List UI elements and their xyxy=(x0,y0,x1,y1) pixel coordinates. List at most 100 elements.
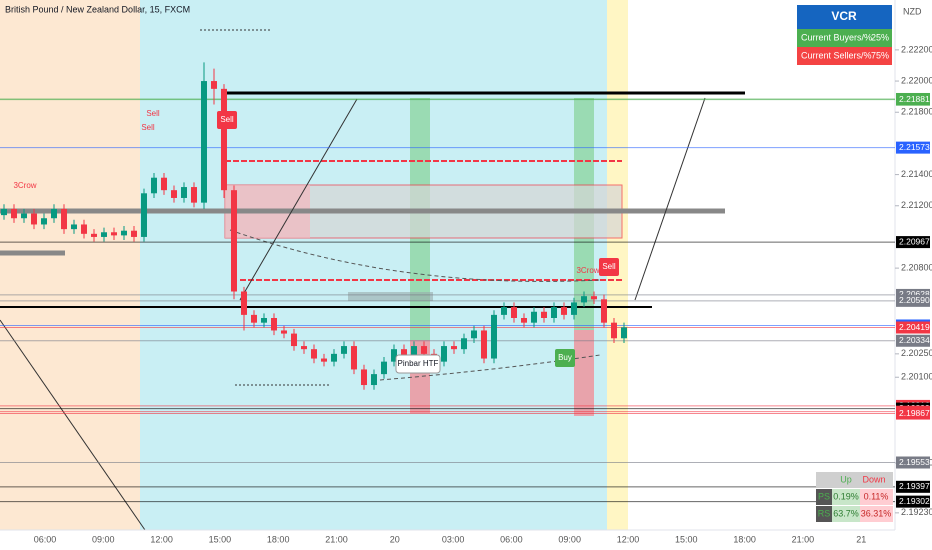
y-tick-label: 2.21400 xyxy=(901,169,932,179)
level-box xyxy=(348,292,433,301)
y-tick-label: 2.20250 xyxy=(901,348,932,358)
y-tick-label: 2.20800 xyxy=(901,262,932,272)
price-badge-label: 2.20334 xyxy=(899,335,930,345)
candle-body xyxy=(31,213,37,225)
candle-body xyxy=(51,208,57,219)
candle-body xyxy=(111,232,117,236)
table-cell-bg xyxy=(860,506,893,522)
candle-body xyxy=(491,314,497,359)
candle-body xyxy=(471,330,477,339)
table-cell: Up xyxy=(840,474,852,484)
price-badge-label: 2.20967 xyxy=(899,236,930,246)
price-badge xyxy=(896,480,930,493)
candle-body xyxy=(201,81,207,203)
x-tick-label: 18:00 xyxy=(733,534,756,544)
candle-body xyxy=(561,307,567,315)
candle-body xyxy=(301,346,307,350)
candle-body xyxy=(261,318,267,323)
x-tick-label: 20 xyxy=(390,534,400,544)
candle-body xyxy=(91,233,97,237)
candle-body xyxy=(611,322,617,339)
curve xyxy=(229,229,601,282)
vcr-row xyxy=(797,47,892,65)
price-badge xyxy=(896,321,930,334)
vcr-label: Current Buyers/% xyxy=(801,32,872,42)
signal-label: 3Crow xyxy=(13,181,36,190)
vcr-row xyxy=(797,29,892,47)
currency: NZD xyxy=(903,6,922,16)
candle-body xyxy=(601,299,607,323)
candle-body xyxy=(171,190,177,198)
price-badge xyxy=(896,236,930,249)
x-tick-label: 21:00 xyxy=(325,534,348,544)
candle-body xyxy=(211,81,217,89)
arrow xyxy=(634,97,706,301)
vcr-value: 75% xyxy=(871,50,889,60)
candle-body xyxy=(141,193,147,237)
candle-body xyxy=(181,187,187,198)
pinbar-box xyxy=(395,354,441,374)
candle-body xyxy=(271,318,277,331)
candle-body xyxy=(291,333,297,347)
candle-body xyxy=(441,346,447,362)
signal-badge xyxy=(555,349,575,367)
candle-body xyxy=(251,314,257,323)
candle-body xyxy=(331,353,337,362)
candle-body xyxy=(351,346,357,370)
candle-body xyxy=(541,311,547,318)
candle-body xyxy=(381,361,387,375)
vcr-header xyxy=(797,5,892,29)
trend-line xyxy=(0,319,146,531)
price-badge-label: 2.19867 xyxy=(899,408,930,418)
signal-label: 3Crow xyxy=(576,266,599,275)
x-tick-label: 15:00 xyxy=(675,534,698,544)
stats-table: Up Down PS 0.19% 0.11% RS 63.7% 36.31% xyxy=(816,472,893,522)
price-badge xyxy=(896,407,930,420)
price-badge xyxy=(896,93,930,106)
candle-body xyxy=(341,346,347,354)
candle-body xyxy=(391,349,397,362)
candle-body xyxy=(311,349,317,359)
y-tick-label: 2.21200 xyxy=(901,200,932,210)
x-tick-label: 18:00 xyxy=(267,534,290,544)
y-tick-label: 2.22200 xyxy=(901,44,932,54)
curve xyxy=(379,354,601,381)
x-tick-label: 21:00 xyxy=(792,534,815,544)
candle-body xyxy=(321,358,327,362)
arrow xyxy=(239,98,358,301)
vcr-title: VCR xyxy=(831,9,857,23)
table-cell: 63.7% xyxy=(833,508,859,518)
price-badge-label: 2.21881 xyxy=(899,94,930,104)
y-tick-label: 2.19230 xyxy=(901,507,932,517)
candle-body xyxy=(71,224,77,230)
candle-body xyxy=(401,349,407,359)
candle-body xyxy=(511,307,517,318)
price-badge-label: 2.19302 xyxy=(899,496,930,506)
candle-body xyxy=(21,213,27,219)
candle-body xyxy=(81,224,87,234)
candle-body xyxy=(121,230,127,236)
candle-body xyxy=(591,296,597,300)
candle-body xyxy=(621,327,627,339)
candle-body xyxy=(551,307,557,318)
price-badge-label: 2.20419 xyxy=(899,322,930,332)
session-bg xyxy=(0,0,140,530)
y-tick-label: 2.21800 xyxy=(901,107,932,117)
x-tick-label: 12:00 xyxy=(150,534,173,544)
signal-label: Sell xyxy=(141,123,155,132)
table-cell: 36.31% xyxy=(861,508,892,518)
table-cell-bg xyxy=(832,506,860,522)
price-badge-label: 2.21573 xyxy=(899,142,930,152)
y-tick-label: 2.20100 xyxy=(901,372,932,382)
x-tick-label: 09:00 xyxy=(558,534,581,544)
price-badge-label: 2.19553 xyxy=(899,457,930,467)
zone xyxy=(574,330,594,416)
signal-label: Sell xyxy=(602,262,616,271)
candle-body xyxy=(1,208,7,216)
candle-body xyxy=(481,330,487,359)
table-cell: RS xyxy=(818,508,831,518)
session-bg xyxy=(140,0,607,530)
table-cell: PS xyxy=(818,491,830,501)
candle-body xyxy=(161,177,167,191)
candle-body xyxy=(221,88,227,191)
